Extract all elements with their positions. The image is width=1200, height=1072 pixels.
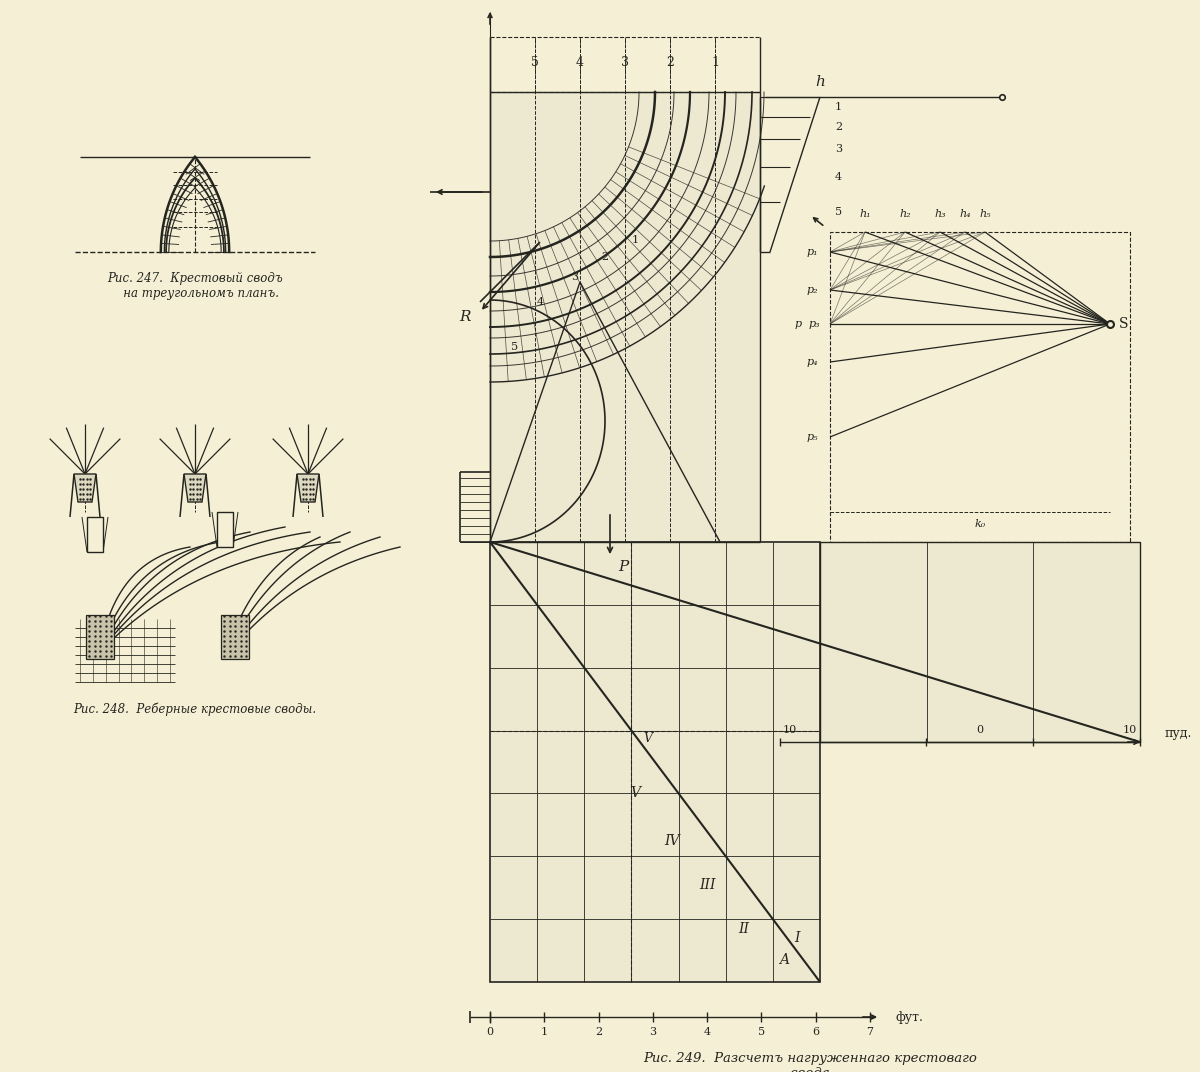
Text: Рис. 248.  Реберные крестовые своды.: Рис. 248. Реберные крестовые своды. [73, 702, 317, 715]
Text: S: S [1120, 317, 1129, 331]
Text: 0: 0 [486, 1027, 493, 1037]
Polygon shape [74, 474, 96, 502]
Text: 6: 6 [812, 1027, 820, 1037]
Text: 1: 1 [710, 56, 719, 69]
Bar [490, 542, 820, 982]
Text: k₀: k₀ [974, 519, 985, 528]
Text: h₃: h₃ [934, 209, 946, 219]
Bar [88, 517, 103, 552]
Text: V: V [630, 786, 641, 800]
Polygon shape [184, 474, 206, 502]
Text: 10: 10 [782, 725, 797, 735]
Text: 5: 5 [835, 207, 842, 217]
Text: IV: IV [664, 834, 679, 848]
Text: h: h [815, 75, 824, 89]
Text: III: III [700, 878, 716, 892]
Text: 5: 5 [758, 1027, 764, 1037]
Text: 2: 2 [835, 122, 842, 132]
Text: 5: 5 [532, 56, 539, 69]
Polygon shape [298, 474, 319, 502]
Text: 4: 4 [576, 56, 584, 69]
Text: 3: 3 [649, 1027, 656, 1037]
Text: 3: 3 [622, 56, 629, 69]
Text: p₂: p₂ [806, 285, 818, 295]
Text: 10: 10 [1123, 725, 1138, 735]
Text: 3: 3 [571, 272, 578, 282]
Bar [86, 615, 114, 659]
Text: p: p [794, 319, 802, 329]
Text: 4: 4 [703, 1027, 710, 1037]
Bar [490, 92, 760, 542]
Text: 1: 1 [631, 235, 638, 245]
Text: h₂: h₂ [899, 209, 911, 219]
Text: P: P [618, 560, 629, 574]
Text: 0: 0 [977, 725, 984, 735]
Text: фут.: фут. [895, 1011, 923, 1024]
Text: 7: 7 [866, 1027, 874, 1037]
Text: p₄: p₄ [806, 357, 818, 367]
Bar [830, 232, 1130, 542]
Text: A: A [779, 953, 788, 967]
Text: V: V [643, 732, 653, 745]
Text: Рис. 249.  Разсчетъ нагруженнаго крестоваго
 свода.: Рис. 249. Разсчетъ нагруженнаго крестова… [643, 1052, 977, 1072]
Text: 5: 5 [511, 342, 518, 352]
Text: 2: 2 [666, 56, 674, 69]
Bar [217, 512, 233, 547]
Text: p₁: p₁ [806, 247, 818, 257]
Text: 2: 2 [601, 252, 608, 262]
Text: II: II [739, 922, 750, 936]
Text: R: R [460, 310, 470, 324]
Text: пуд.: пуд. [1165, 728, 1193, 741]
Text: h₁: h₁ [859, 209, 871, 219]
Text: I: I [794, 930, 799, 946]
Text: 4: 4 [536, 297, 544, 307]
Text: h₅: h₅ [979, 209, 991, 219]
Text: 2: 2 [595, 1027, 602, 1037]
Bar [221, 615, 250, 659]
Text: p₃: p₃ [809, 319, 820, 329]
Text: p₅: p₅ [806, 432, 818, 442]
Text: 3: 3 [835, 144, 842, 154]
Text: 1: 1 [541, 1027, 548, 1037]
Text: Рис. 247.  Крестовый сводъ
   на треугольномъ планъ.: Рис. 247. Крестовый сводъ на треугольном… [107, 272, 283, 300]
Text: 4: 4 [835, 172, 842, 182]
Text: 1: 1 [835, 102, 842, 111]
Text: h₄: h₄ [959, 209, 971, 219]
Bar [820, 542, 1140, 742]
